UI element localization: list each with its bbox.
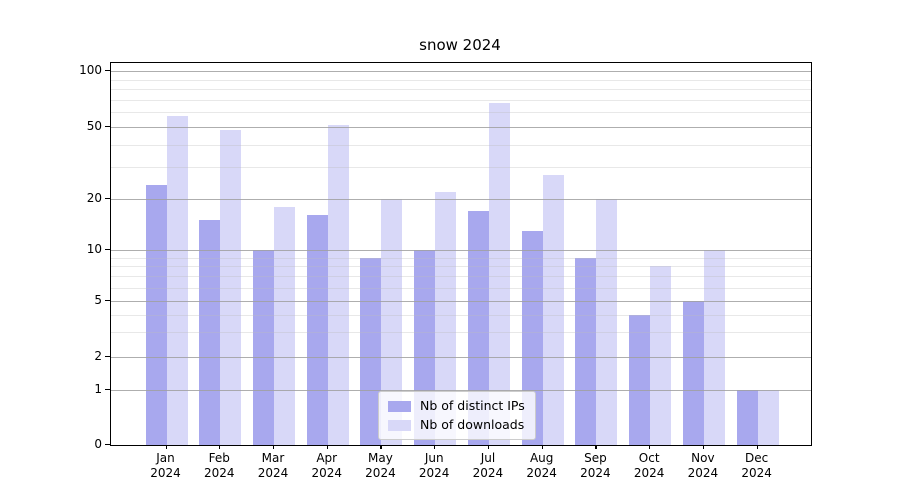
y-tick-mark <box>105 389 110 391</box>
minor-gridline <box>111 287 811 289</box>
major-gridline <box>111 250 811 251</box>
minor-gridline <box>111 314 811 316</box>
x-tick-label: Sep 2024 <box>580 451 611 480</box>
minor-gridline <box>111 167 811 169</box>
x-tick-label: Dec 2024 <box>741 451 772 480</box>
bar-distinct-ips <box>736 390 758 445</box>
bar-distinct-ips <box>145 184 167 445</box>
bar-downloads <box>327 125 349 445</box>
x-tick-mark <box>487 444 490 449</box>
x-tick-mark <box>326 444 328 449</box>
x-tick-mark <box>380 444 382 449</box>
minor-gridline <box>111 266 811 268</box>
x-tick-mark <box>702 444 705 449</box>
bar-distinct-ips <box>682 301 704 445</box>
y-tick-label: 20 <box>86 191 102 205</box>
major-gridline <box>111 357 811 358</box>
legend-label: Nb of downloads <box>420 417 525 432</box>
x-tick-mark <box>165 444 167 449</box>
legend-item: Nb of distinct IPs <box>388 399 525 413</box>
major-gridline <box>111 199 811 200</box>
x-tick-label: May 2024 <box>365 451 396 480</box>
chart-title: snow 2024 <box>419 36 501 54</box>
x-tick-mark <box>541 444 543 449</box>
minor-gridline <box>111 257 811 259</box>
x-tick-label: Feb 2024 <box>203 451 235 480</box>
major-gridline <box>111 127 811 128</box>
y-tick-mark <box>105 198 110 200</box>
minor-gridline <box>111 89 811 91</box>
x-tick-label: Jul 2024 <box>472 451 504 480</box>
major-gridline <box>111 390 811 391</box>
y-tick-mark <box>105 70 110 72</box>
minor-gridline <box>111 99 811 101</box>
legend-label: Nb of distinct IPs <box>420 398 525 413</box>
x-tick-mark <box>434 444 436 449</box>
x-tick-label: Mar 2024 <box>257 451 289 480</box>
legend-swatch-downloads <box>388 419 411 431</box>
y-tick-label: 10 <box>86 242 102 256</box>
y-tick-label: 100 <box>79 63 102 77</box>
y-tick-mark <box>105 444 110 446</box>
minor-gridline <box>111 112 811 114</box>
major-gridline <box>111 301 811 302</box>
x-tick-label: Jan 2024 <box>150 451 181 480</box>
bar-distinct-ips <box>629 314 651 445</box>
bar-downloads <box>273 206 295 445</box>
y-tick-label: 50 <box>86 119 102 133</box>
x-tick-label: Nov 2024 <box>687 451 719 480</box>
x-tick-mark <box>219 444 221 449</box>
legend-item: Nb of downloads <box>388 418 525 432</box>
bar-downloads <box>166 116 188 445</box>
major-gridline <box>111 71 811 72</box>
legend: Nb of distinct IPs Nb of downloads <box>378 391 536 440</box>
x-tick-label: Apr 2024 <box>311 451 342 480</box>
minor-gridline <box>111 332 811 334</box>
x-tick-label: Aug 2024 <box>526 451 557 480</box>
x-tick-mark <box>649 444 651 449</box>
x-tick-mark <box>272 444 275 449</box>
bar-distinct-ips <box>575 257 597 445</box>
bar-downloads <box>488 103 510 445</box>
y-tick-mark <box>105 126 110 128</box>
bar-distinct-ips <box>360 257 382 445</box>
bar-distinct-ips <box>252 250 274 445</box>
y-tick-label: 0 <box>94 437 102 451</box>
minor-gridline <box>111 79 811 81</box>
x-tick-label: Jun 2024 <box>418 451 450 480</box>
bar-downloads <box>542 175 564 445</box>
legend-swatch-distinct-ips <box>388 400 411 412</box>
y-tick-mark <box>105 249 110 251</box>
bar-distinct-ips <box>199 220 221 445</box>
bar-downloads <box>381 199 403 445</box>
bar-downloads <box>220 130 242 445</box>
bar-distinct-ips <box>306 215 328 445</box>
bar-downloads <box>650 266 672 445</box>
bar-downloads <box>703 250 725 445</box>
minor-gridline <box>111 276 811 278</box>
bar-downloads <box>757 390 779 445</box>
y-tick-mark <box>105 300 110 302</box>
y-tick-label: 5 <box>94 293 102 307</box>
plot-area: Nb of distinct IPs Nb of downloads <box>110 62 812 446</box>
bar-downloads <box>435 191 457 445</box>
bar-downloads <box>596 199 618 445</box>
y-tick-label: 2 <box>94 349 102 363</box>
x-tick-mark <box>595 444 597 449</box>
bar-distinct-ips <box>467 210 489 445</box>
y-tick-mark <box>105 356 110 358</box>
minor-gridline <box>111 144 811 146</box>
x-tick-label: Oct 2024 <box>633 451 665 480</box>
y-tick-label: 1 <box>94 382 102 396</box>
x-tick-mark <box>756 444 758 449</box>
